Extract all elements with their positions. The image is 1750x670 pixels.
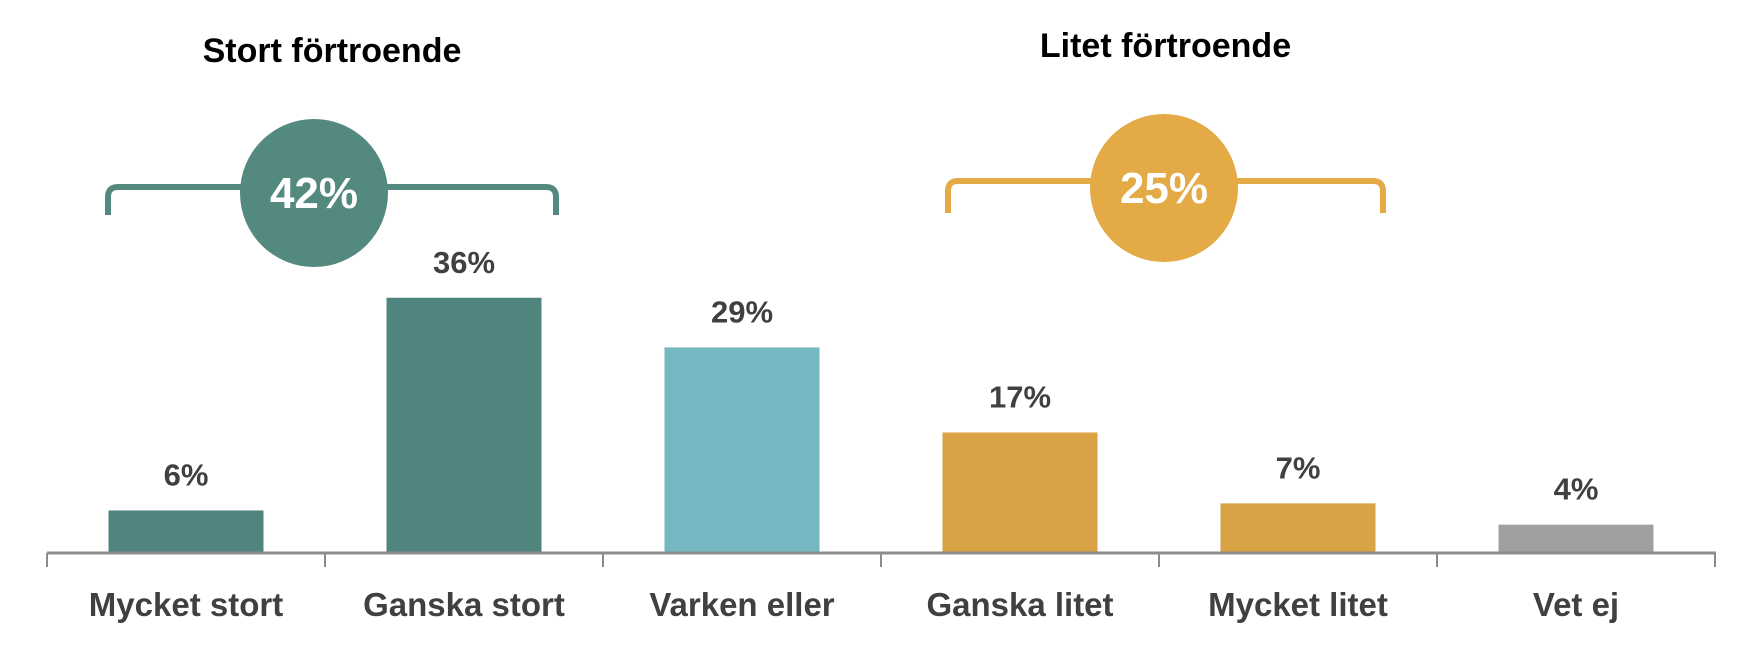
group-title: Stort förtroende — [203, 32, 462, 70]
x-tick-label: Vet ej — [1533, 586, 1619, 623]
x-tick-label: Varken eller — [649, 586, 834, 623]
group-total-label: 25% — [1120, 164, 1208, 213]
bar — [108, 510, 264, 553]
bar — [1498, 524, 1654, 553]
bar — [664, 347, 820, 553]
x-tick-label: Mycket litet — [1208, 586, 1388, 623]
bar — [386, 297, 542, 553]
bar — [942, 432, 1098, 553]
group-total-circle — [240, 119, 388, 267]
bar — [1220, 503, 1376, 553]
data-label: 7% — [1276, 450, 1321, 485]
data-label: 4% — [1554, 472, 1599, 507]
x-tick-label: Ganska stort — [363, 586, 565, 623]
data-label: 29% — [711, 294, 773, 329]
data-label: 6% — [164, 457, 209, 492]
group-total-label: 42% — [270, 169, 358, 218]
data-label: 36% — [433, 245, 495, 280]
data-label: 17% — [989, 379, 1051, 414]
group-title: Litet förtroende — [1040, 27, 1291, 65]
x-tick-label: Ganska litet — [926, 586, 1113, 623]
group-total-circle — [1090, 114, 1238, 262]
x-tick-label: Mycket stort — [89, 586, 283, 623]
